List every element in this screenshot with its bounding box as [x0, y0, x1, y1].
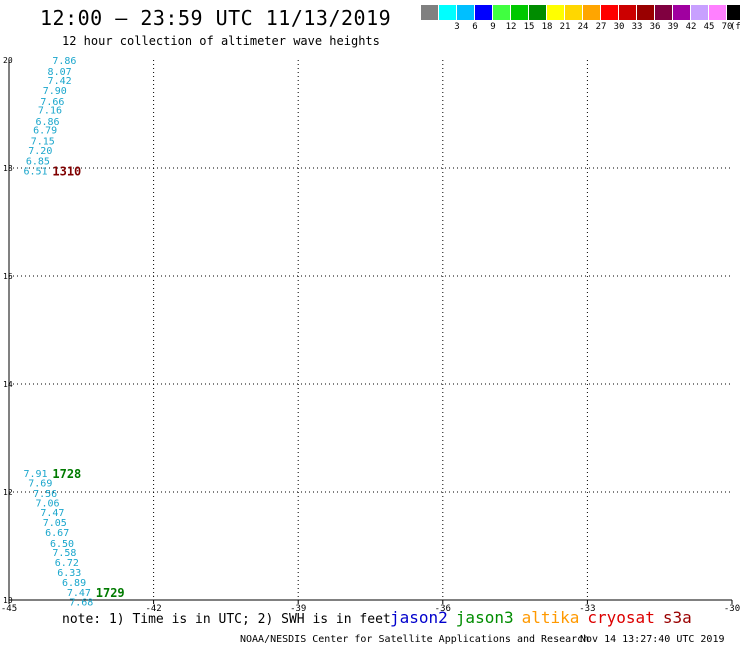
- wave-height-label: 6.85: [26, 156, 50, 167]
- y-tick-label: 16: [3, 272, 13, 281]
- color-swatch: [727, 5, 740, 20]
- chart-title: 12:00 – 23:59 UTC 11/13/2019: [40, 6, 392, 30]
- x-tick-label: -39: [290, 604, 306, 614]
- color-scale-label: 6: [472, 22, 478, 32]
- timestamp: Nov 14 13:27:40 UTC 2019: [580, 634, 725, 645]
- wave-height-label: 7.42: [48, 76, 72, 87]
- units-note: note: 1) Time is in UTC; 2) SWH is in fe…: [62, 612, 391, 627]
- color-scale-label: 9: [490, 22, 496, 32]
- satellite-legend-item: altika: [521, 608, 580, 627]
- color-swatch: [655, 5, 673, 20]
- color-scale-label: 3: [454, 22, 460, 32]
- color-swatch: [421, 5, 439, 20]
- color-swatch: [457, 5, 475, 20]
- wave-height-label: 7.90: [43, 86, 67, 97]
- wave-height-label: 7.47: [40, 508, 64, 519]
- y-tick-label: 20: [3, 56, 13, 65]
- y-tick-label: 14: [3, 380, 13, 389]
- satellite-legend-item: cryosat: [587, 608, 655, 627]
- satellite-legend-item: jason3: [455, 608, 514, 627]
- color-swatch: [637, 5, 655, 20]
- color-swatch: [709, 5, 727, 20]
- y-tick-label: 18: [3, 164, 13, 173]
- wave-height-label: 7.58: [52, 548, 76, 559]
- x-tick-label: -45: [1, 604, 17, 614]
- color-swatch: [493, 5, 511, 20]
- wave-height-label: 7.15: [31, 136, 55, 147]
- wave-height-label: 6.33: [57, 568, 81, 579]
- color-swatch: [583, 5, 601, 20]
- color-scale-label: 12: [505, 22, 517, 32]
- wave-height-label: 6.67: [45, 528, 69, 539]
- wave-height-label: 7.68: [69, 598, 93, 609]
- y-tick-label: 12: [3, 488, 13, 497]
- wave-height-label: 7.91: [23, 469, 47, 480]
- color-scale-unit: (ft): [730, 22, 740, 32]
- time-label: 1310: [52, 165, 81, 179]
- y-tick-label: 10: [3, 596, 13, 605]
- color-swatch: [691, 5, 709, 20]
- color-scale-label: 30: [613, 22, 625, 32]
- credit-line: NOAA/NESDIS Center for Satellite Applica…: [240, 634, 590, 645]
- time-label: 1728: [52, 467, 81, 481]
- color-swatch: [601, 5, 619, 20]
- x-tick-label: -30: [724, 604, 740, 614]
- color-scale-label: 27: [595, 22, 607, 32]
- color-scale-label: 15: [523, 22, 535, 32]
- wave-height-label: 6.50: [50, 539, 74, 550]
- color-swatch: [547, 5, 565, 20]
- color-scale-label: 42: [685, 22, 697, 32]
- color-scale-label: 39: [667, 22, 679, 32]
- color-scale-label: 36: [649, 22, 661, 32]
- color-swatch: [511, 5, 529, 20]
- wave-height-label: 6.79: [33, 126, 57, 137]
- chart-subtitle: 12 hour collection of altimeter wave hei…: [62, 34, 380, 48]
- wave-height-label: 7.66: [40, 97, 64, 108]
- wave-height-label: 7.86: [52, 56, 76, 67]
- x-tick-label: -33: [579, 604, 595, 614]
- wave-height-label: 7.47: [67, 588, 91, 599]
- color-scale-label: 70: [721, 22, 733, 32]
- wave-height-label: 7.16: [38, 106, 62, 117]
- color-swatch: [439, 5, 457, 20]
- color-scale-label: 45: [703, 22, 715, 32]
- color-scale-label: 33: [631, 22, 643, 32]
- x-tick-label: -36: [435, 604, 451, 614]
- wave-height-label: 7.20: [28, 146, 52, 157]
- color-scale-label: 18: [541, 22, 553, 32]
- wave-height-label: 7.05: [43, 518, 67, 529]
- color-scale-label: 24: [577, 22, 589, 32]
- wave-height-label: 8.07: [48, 67, 72, 78]
- wave-height-label: 6.89: [62, 578, 86, 589]
- wave-height-label: 7.06: [36, 498, 60, 509]
- x-tick-label: -42: [145, 604, 161, 614]
- wave-height-label: 7.56: [33, 489, 57, 500]
- wave-height-label: 7.69: [28, 478, 52, 489]
- wave-height-label: 6.86: [36, 117, 60, 128]
- satellite-legend-item: jason2: [390, 608, 448, 627]
- satellite-legend: jason2 jason3 altika cryosat s3a: [390, 608, 700, 627]
- color-swatch: [475, 5, 493, 20]
- color-scale-label: 21: [559, 22, 571, 32]
- wave-height-label: 6.51: [23, 167, 47, 178]
- color-swatch: [565, 5, 583, 20]
- satellite-legend-item: s3a: [662, 608, 692, 627]
- wave-height-label: 6.72: [55, 558, 79, 569]
- color-swatch: [619, 5, 637, 20]
- color-swatch: [673, 5, 691, 20]
- color-swatch: [529, 5, 547, 20]
- time-label: 1729: [96, 586, 125, 600]
